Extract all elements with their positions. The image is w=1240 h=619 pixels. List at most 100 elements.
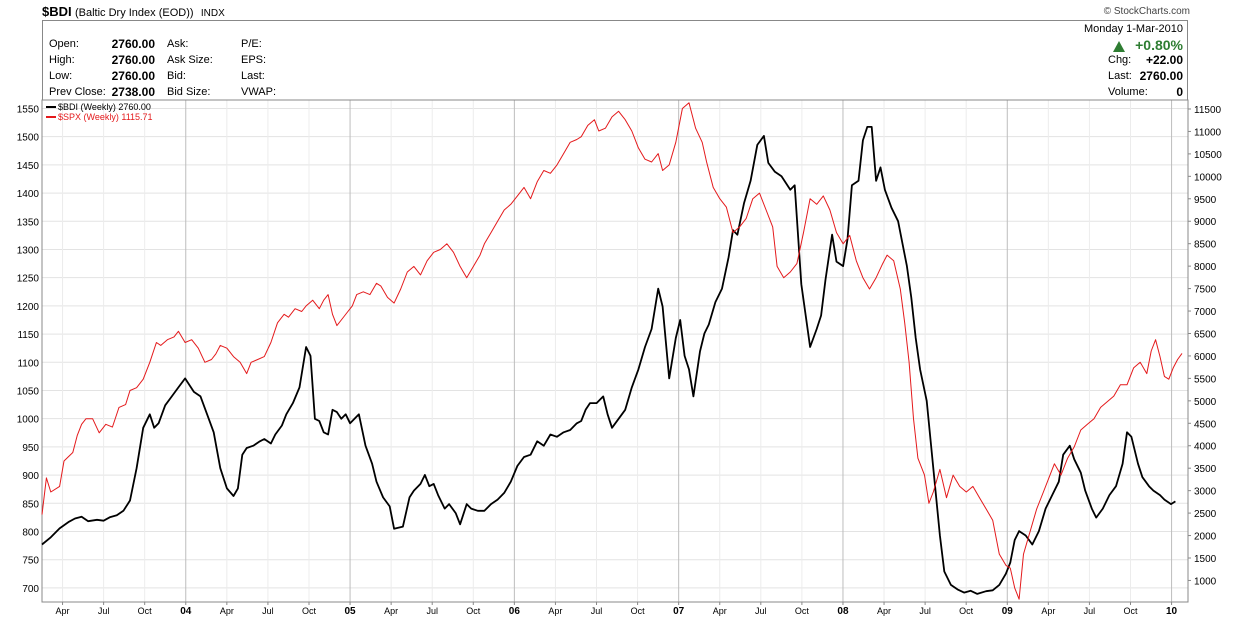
vwap-label: VWAP: xyxy=(241,86,277,98)
x-tick-label: Oct xyxy=(138,606,153,616)
x-tick-label: 04 xyxy=(180,606,192,617)
right-tick-label: 3000 xyxy=(1194,487,1217,498)
brand-credit: © StockCharts.com xyxy=(1103,6,1190,17)
left-tick-label: 900 xyxy=(22,471,39,482)
x-tick-label: Apr xyxy=(877,606,891,616)
high-label: High: xyxy=(49,54,75,66)
x-tick-label: Oct xyxy=(466,606,481,616)
right-tick-label: 4500 xyxy=(1194,419,1217,430)
symbol: $BDI xyxy=(42,4,72,19)
exchange: INDX xyxy=(200,8,225,19)
plot-frame xyxy=(41,99,1189,603)
chart-legend: $BDI (Weekly) 2760.00$SPX (Weekly) 1115.… xyxy=(46,102,153,122)
x-tick-label: Apr xyxy=(548,606,562,616)
open-label: Open: xyxy=(49,38,79,50)
left-tick-label: 1200 xyxy=(17,302,40,313)
x-tick-label: 07 xyxy=(673,606,685,617)
series-layer xyxy=(41,102,1183,600)
left-tick-label: 1300 xyxy=(17,245,40,256)
x-tick-label: Oct xyxy=(631,606,646,616)
change-percent: +0.80% xyxy=(1135,37,1183,53)
last-label: Last: xyxy=(241,70,265,82)
x-tick-label: Jul xyxy=(591,606,603,616)
left-tick-label: 800 xyxy=(22,527,39,538)
low-value: 2760.00 xyxy=(111,69,155,83)
left-tick-label: 1100 xyxy=(17,358,39,369)
x-tick-label: 10 xyxy=(1166,606,1178,617)
bid-label: Bid: xyxy=(167,70,186,82)
ask-label: Ask: xyxy=(167,38,189,50)
x-tick-label: Jul xyxy=(919,606,931,616)
x-tick-label: Oct xyxy=(1123,606,1138,616)
x-tick-label: Jul xyxy=(755,606,767,616)
right-tick-label: 7500 xyxy=(1194,285,1217,296)
eps-label: EPS: xyxy=(241,54,267,66)
quote-panel: Open: 2760.00 High: 2760.00 Low: 2760.00… xyxy=(42,20,1188,100)
left-tick-label: 1450 xyxy=(17,161,40,172)
volume-label: Volume: xyxy=(1108,86,1148,98)
symbol-description: (Baltic Dry Index (EOD)) xyxy=(74,7,194,19)
ask-size-label: Ask Size: xyxy=(167,54,213,66)
right-tick-label: 5500 xyxy=(1194,374,1217,385)
left-tick-label: 1350 xyxy=(17,217,40,228)
left-tick-label: 1050 xyxy=(17,386,40,397)
x-tick-label: Apr xyxy=(1041,606,1055,616)
x-tick-label: Oct xyxy=(959,606,974,616)
left-tick-label: 1400 xyxy=(17,189,40,200)
bid-size-label: Bid Size: xyxy=(167,86,211,98)
x-tick-label: Oct xyxy=(302,606,317,616)
right-tick-label: 8000 xyxy=(1194,262,1217,273)
right-tick-label: 11000 xyxy=(1194,127,1222,138)
left-tick-label: 850 xyxy=(22,499,39,510)
left-tick-label: 1550 xyxy=(17,104,40,115)
spx-series-line xyxy=(41,102,1183,600)
chart-title: $BDI (Baltic Dry Index (EOD)) INDX xyxy=(42,4,225,19)
axis-layer: 700 750 800 850 900 950 1000 1050 1100 1150 1200 12… xyxy=(17,99,1222,617)
legend-label: $SPX (Weekly) 1115.71 xyxy=(58,112,153,122)
up-arrow-icon xyxy=(1113,41,1125,52)
x-tick-label: Apr xyxy=(220,606,234,616)
prev-close-label: Prev Close: xyxy=(49,86,106,98)
left-tick-label: 1250 xyxy=(17,274,40,285)
chg-value: +22.00 xyxy=(1145,53,1183,67)
right-tick-label: 6000 xyxy=(1194,352,1217,363)
right-tick-label: 2500 xyxy=(1194,509,1217,520)
left-tick-label: 1000 xyxy=(17,415,40,426)
chart-header: $BDI (Baltic Dry Index (EOD)) INDX © Sto… xyxy=(0,0,1240,100)
chg-label: Chg: xyxy=(1108,54,1132,66)
x-tick-label: Jul xyxy=(426,606,438,616)
right-tick-label: 1000 xyxy=(1194,576,1217,587)
x-tick-label: 05 xyxy=(345,606,357,617)
right-tick-label: 8500 xyxy=(1194,240,1217,251)
right-tick-label: 9000 xyxy=(1194,217,1217,228)
prev-close-value: 2738.00 xyxy=(111,85,155,99)
grid-layer xyxy=(42,100,1188,602)
x-tick-label: Apr xyxy=(384,606,398,616)
left-tick-label: 750 xyxy=(22,556,39,567)
right-tick-label: 10000 xyxy=(1194,172,1222,183)
left-tick-label: 1500 xyxy=(17,133,40,144)
legend-label: $BDI (Weekly) 2760.00 xyxy=(58,102,151,112)
right-tick-label: 10500 xyxy=(1194,150,1222,161)
high-value: 2760.00 xyxy=(111,53,155,67)
right-tick-label: 7000 xyxy=(1194,307,1217,318)
x-tick-label: 06 xyxy=(509,606,521,617)
volume-value: 0 xyxy=(1176,85,1183,99)
right-tick-label: 2000 xyxy=(1194,532,1217,543)
right-tick-label: 1500 xyxy=(1194,554,1217,565)
left-tick-label: 950 xyxy=(22,443,39,454)
right-tick-label: 3500 xyxy=(1194,464,1217,475)
last-price-label: Last: xyxy=(1108,70,1132,82)
left-tick-label: 700 xyxy=(22,584,39,595)
open-value: 2760.00 xyxy=(111,37,155,51)
x-tick-label: Apr xyxy=(713,606,727,616)
right-tick-label: 11500 xyxy=(1194,105,1222,116)
bdi-series-line xyxy=(41,126,1176,595)
low-label: Low: xyxy=(49,70,73,82)
x-tick-label: Jul xyxy=(1084,606,1096,616)
last-price-value: 2760.00 xyxy=(1139,69,1183,83)
right-tick-label: 5000 xyxy=(1194,397,1217,408)
pe-label: P/E: xyxy=(241,38,262,50)
x-tick-label: Oct xyxy=(795,606,810,616)
